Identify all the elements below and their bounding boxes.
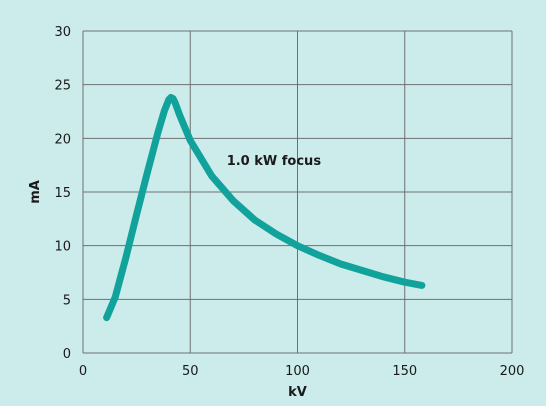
annotations: 1.0 kW focus	[227, 154, 322, 169]
grid	[82, 30, 513, 354]
x-tick-label-2: 100	[285, 364, 310, 379]
y-tick-label-2: 10	[54, 240, 71, 255]
y-tick-label-6: 30	[54, 25, 71, 40]
tick-labels: 0 50 100 150 200 0 5 10 15 20 25 30	[54, 25, 524, 379]
annotation-label: 1.0 kW focus	[227, 154, 322, 169]
series-layer	[103, 94, 426, 322]
y-tick-label-3: 15	[54, 186, 71, 201]
y-tick-label-4: 20	[54, 132, 71, 147]
series-line-0	[103, 94, 426, 322]
y-tick-label-5: 25	[54, 79, 71, 94]
y-axis-title: mA	[28, 180, 43, 204]
x-tick-label-3: 150	[392, 364, 417, 379]
x-axis-title: kV	[288, 385, 307, 400]
y-tick-label-1: 5	[63, 293, 71, 308]
x-tick-label-0: 0	[79, 364, 87, 379]
y-tick-label-0: 0	[63, 347, 71, 362]
x-tick-label-4: 200	[500, 364, 525, 379]
x-tick-label-1: 50	[182, 364, 199, 379]
